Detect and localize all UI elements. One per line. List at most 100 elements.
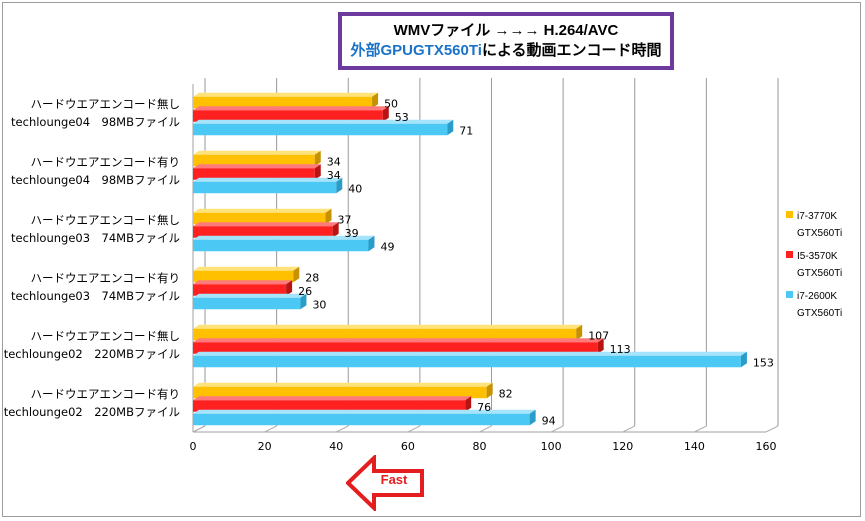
bar-end-face	[293, 266, 300, 283]
bar-end-face	[382, 106, 389, 122]
data-label: 50	[384, 98, 398, 111]
data-label: 37	[338, 214, 352, 227]
bar	[193, 270, 294, 283]
category-label-line2: techlounge04 98MBファイル	[11, 173, 180, 187]
category-label-line1: ハードウエアエンコード有り	[31, 271, 181, 285]
x-tick-label: 140	[684, 440, 705, 453]
legend-label-sub: GTX560Ti	[797, 228, 843, 239]
category-label-line1: ハードウエアエンコード無し	[31, 97, 181, 111]
floor-gridline	[694, 425, 707, 433]
bar-end-face	[314, 164, 321, 180]
bar-top-face	[193, 351, 747, 356]
title-suffix: による動画エンコード時間	[481, 42, 662, 59]
x-tick-label: 100	[541, 440, 562, 453]
bar	[193, 386, 487, 399]
bar	[193, 413, 530, 426]
floor-gridline	[192, 425, 206, 433]
legend-item-series1: i7-3770K GTX560Ti	[786, 208, 858, 242]
data-label: 40	[348, 183, 362, 196]
x-tick-label: 80	[473, 440, 487, 453]
data-label: 34	[327, 169, 341, 182]
data-label: 82	[499, 388, 513, 401]
data-label: 107	[588, 330, 609, 343]
category-label-line2: techlounge03 74MBファイル	[11, 231, 180, 245]
x-tick-label: 40	[329, 440, 343, 453]
bar	[193, 342, 598, 354]
bar	[193, 123, 448, 136]
floor-gridline	[479, 425, 492, 433]
bar	[193, 328, 577, 341]
bar	[193, 297, 301, 310]
bar-end-face	[576, 324, 583, 341]
data-label: 53	[395, 111, 409, 124]
legend: i7-3770K GTX560Ti I5-3570K GTX560Ti i7-2…	[786, 208, 858, 328]
bar-top-face	[193, 164, 321, 169]
data-label: 113	[610, 343, 631, 356]
data-label: 39	[345, 227, 359, 240]
bar-end-face	[336, 177, 343, 194]
bar-top-face	[193, 106, 389, 111]
bar-top-face	[193, 222, 339, 227]
bar	[193, 212, 326, 225]
category-label-line2: techlounge03 74MBファイル	[11, 289, 180, 303]
legend-item-series2: I5-3570K GTX560Ti	[786, 248, 858, 282]
category-label-line1: ハードウエアエンコード無し	[31, 213, 181, 227]
bar-top-face	[193, 266, 300, 271]
bar-top-face	[193, 293, 307, 298]
bar-end-face	[325, 208, 332, 225]
bar-end-face	[597, 338, 604, 354]
legend-swatch	[786, 251, 793, 258]
bars	[193, 92, 747, 426]
x-tick-label: 160	[756, 440, 777, 453]
floor-gridline	[550, 425, 564, 433]
bar-end-face	[286, 280, 293, 296]
category-label-line1: ハードウエアエンコード有り	[31, 387, 181, 401]
bar-end-face	[465, 396, 472, 412]
data-label: 71	[459, 125, 473, 138]
bar-top-face	[193, 208, 332, 213]
bar	[193, 154, 315, 167]
x-tick-label: 120	[612, 440, 633, 453]
bar-end-face	[332, 222, 339, 238]
x-axis-ticks: 0 20 40 60 80 100 120 140 160	[190, 440, 777, 453]
category-label-line1: ハードウエアエンコード有り	[31, 155, 181, 169]
bar	[193, 355, 741, 368]
bar-top-face	[193, 409, 536, 414]
bar-end-face	[300, 293, 307, 310]
gridlines	[192, 78, 779, 433]
bar	[193, 239, 369, 252]
fast-label: Fast	[380, 472, 408, 487]
bar-top-face	[193, 177, 343, 182]
bar-top-face	[193, 338, 604, 343]
bar	[193, 168, 315, 180]
left-arrow-icon	[346, 455, 424, 511]
bar-end-face	[529, 409, 536, 426]
bar	[193, 226, 333, 238]
floor-gridline	[765, 425, 779, 433]
bar-end-face	[314, 150, 321, 167]
bar-top-face	[193, 92, 379, 97]
bar	[193, 110, 383, 122]
data-label: 94	[542, 415, 556, 428]
data-label: 76	[477, 401, 491, 414]
bar-top-face	[193, 119, 454, 124]
bar	[193, 96, 373, 109]
legend-label: i7-2600K	[797, 291, 838, 302]
category-label-line2: techlounge02 220MBファイル	[4, 347, 180, 361]
bar-top-face	[193, 280, 293, 285]
legend-item-series3: i7-2600K GTX560Ti	[786, 288, 858, 322]
floor-gridline	[336, 425, 349, 433]
bar-end-face	[372, 92, 379, 109]
x-tick-label: 60	[401, 440, 415, 453]
data-label: 30	[312, 299, 326, 312]
x-tick-label: 0	[190, 440, 197, 453]
chart-title-box: WMVファイル →→→ H.264/AVC 外部GPUGTX560Tiによる動画…	[338, 12, 674, 70]
bar	[193, 284, 287, 296]
bar-top-face	[193, 382, 493, 387]
title-gpu: GPUGTX560Ti	[380, 42, 482, 59]
floor-gridline	[622, 425, 635, 433]
bar	[193, 181, 337, 194]
